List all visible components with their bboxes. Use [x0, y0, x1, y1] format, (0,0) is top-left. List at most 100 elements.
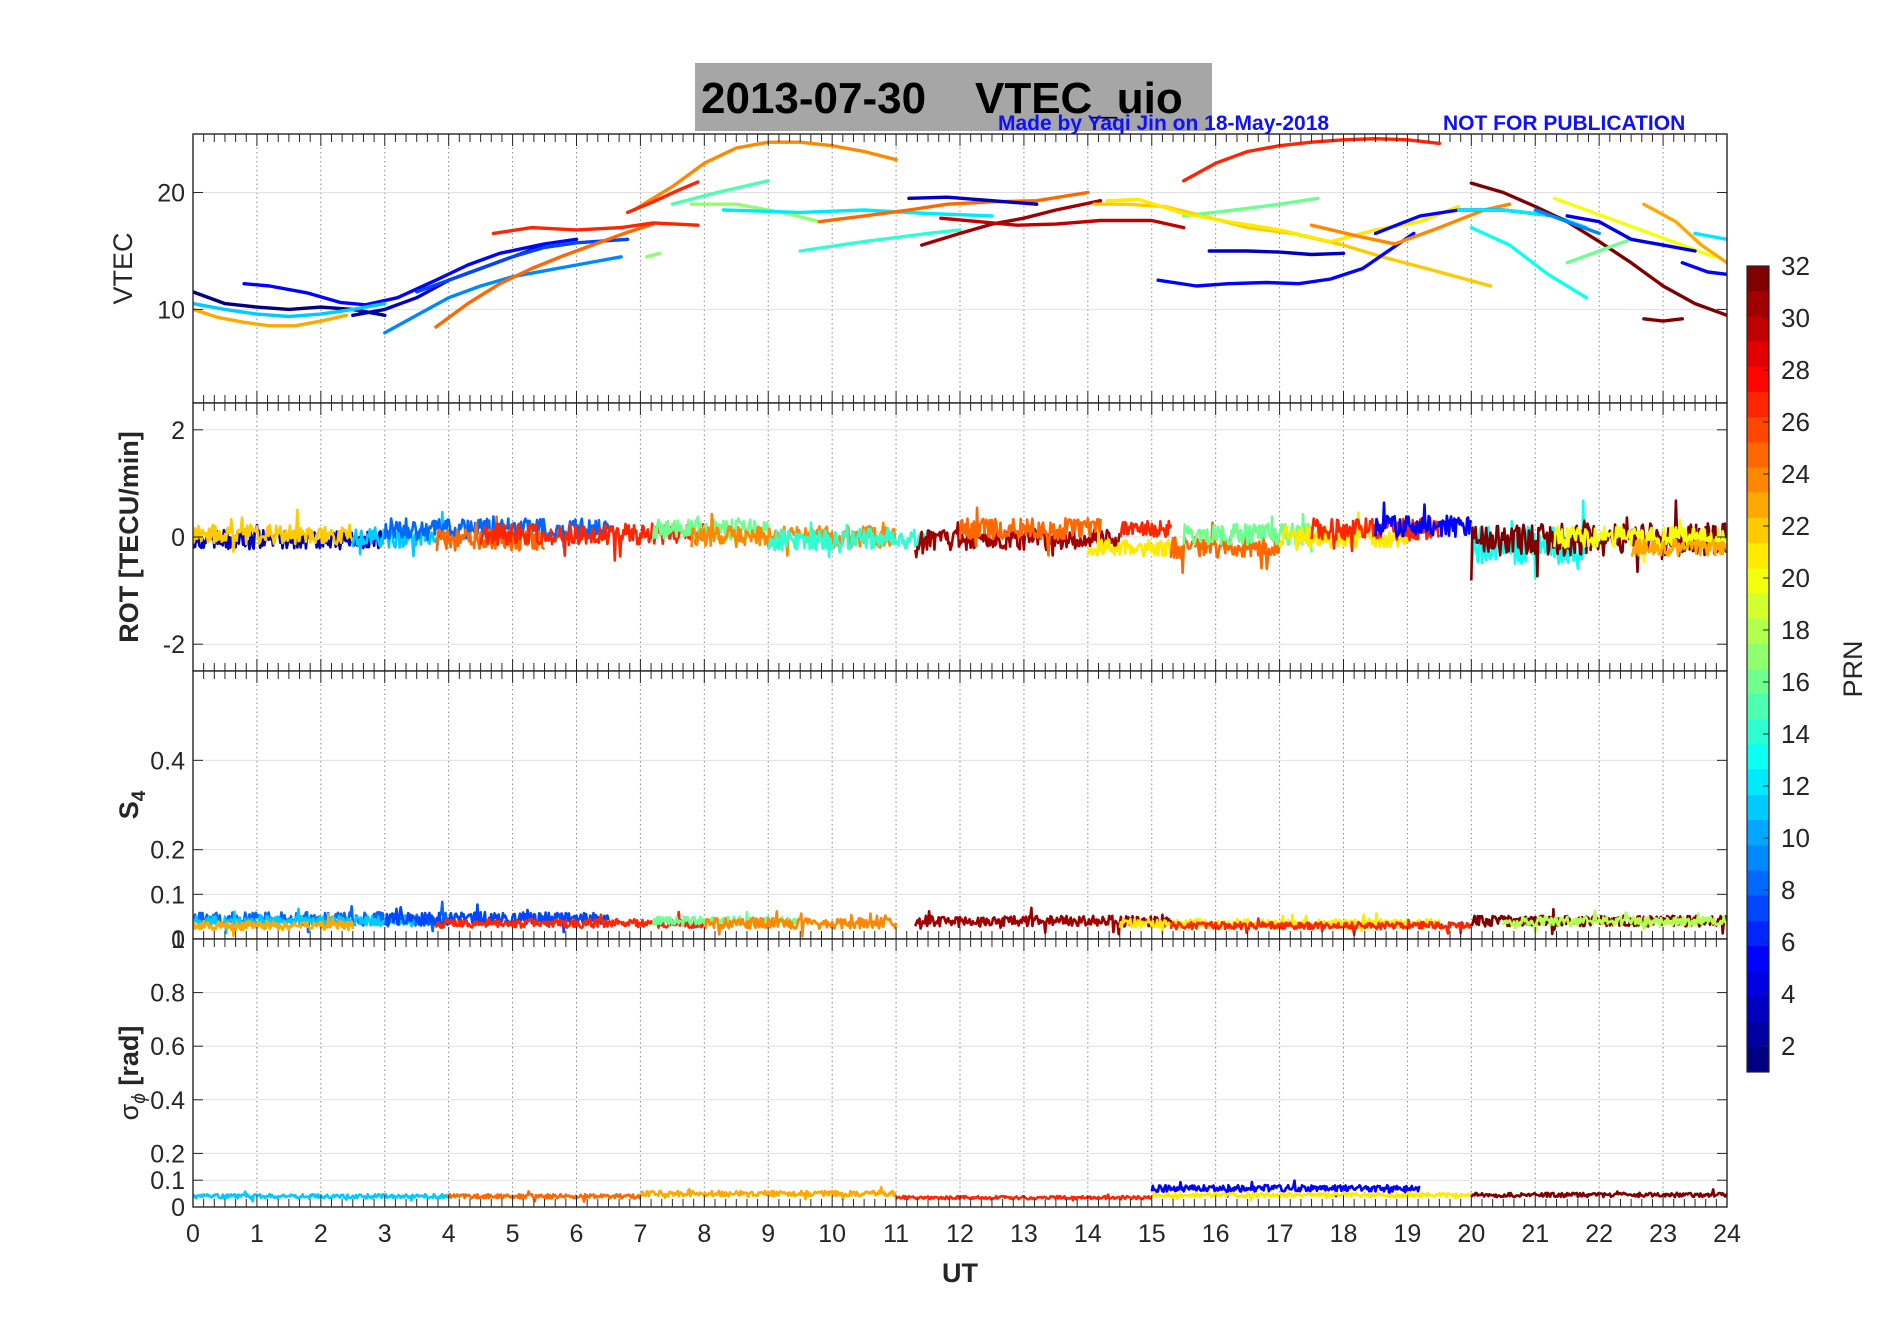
x-tick-label: 13 [1010, 1220, 1038, 1248]
sigma_phi-trace-prn-32 [1470, 1188, 1727, 1199]
vtec-series-prn-17 [689, 202, 822, 224]
vtec-series-prn-27 [625, 180, 700, 215]
x-tick-label: 1 [250, 1220, 264, 1248]
s4-trace-prn-24 [704, 909, 898, 938]
rot-trace-prn-25 [1169, 521, 1281, 575]
vtec-series-prn-7 [415, 237, 630, 294]
x-tick-label: 10 [818, 1220, 846, 1248]
colorbar: 32 30 28 26 24 22 20 18 16 14 12 10 8 6 4 2 PRN [1746, 251, 1868, 1073]
plot-area [193, 671, 1727, 939]
y-tick-label: 0.1 [150, 1167, 185, 1195]
y-axis-label: S4 [114, 790, 150, 819]
y-tick-label: 0 [171, 524, 185, 552]
chart-title: 2013-07-30 VTEC_uio [701, 74, 1183, 124]
plot-area [193, 134, 1727, 403]
vtec-series-prn-21 [1105, 197, 1461, 244]
panel-S4: 0.4 0.2 0.1 0 S4 [114, 670, 1728, 954]
x-tick-label: 4 [442, 1220, 456, 1248]
sigma_phi-trace-prn-25 [447, 1190, 642, 1203]
x-tick-label: 14 [1074, 1220, 1102, 1248]
y-tick-label: 0.8 [150, 980, 185, 1008]
y-tick-label: 0.4 [150, 1087, 185, 1115]
rot-trace-prn-27 [1119, 519, 1173, 539]
colorbar-tick-label: 24 [1781, 459, 1810, 489]
y-tick-label: 0.2 [150, 1140, 185, 1168]
vtec-series-prn-27 [491, 221, 700, 236]
rot-trace-prn-21 [1278, 511, 1409, 551]
x-tick-label: 17 [1266, 1220, 1294, 1248]
y-tick-label: 2 [171, 417, 185, 445]
s4-trace-prn-23 [193, 912, 355, 938]
y-tick-label: 0.2 [150, 837, 185, 865]
rot-trace-prn-31 [914, 521, 1122, 559]
vtec-series-prn-5 [242, 237, 579, 307]
x-tick-label: 3 [378, 1220, 392, 1248]
x-tick-label: 12 [946, 1220, 974, 1248]
publication-notice: NOT FOR PUBLICATION [1443, 112, 1686, 135]
x-axis-label: UT [942, 1258, 978, 1288]
vtec-series-prn-9 [1533, 208, 1601, 236]
vtec-series-prn-3 [907, 195, 1039, 206]
x-tick-label: 9 [761, 1220, 775, 1248]
colorbar-tick-label: 20 [1781, 563, 1810, 593]
rot-trace-prn-5 [1374, 501, 1473, 539]
series-group [193, 136, 1727, 335]
colorbar-tick-label: 4 [1781, 979, 1795, 1009]
s4-trace-prn-27 [1169, 917, 1473, 937]
y-tick-label: 0 [171, 926, 185, 954]
series-group [193, 900, 1727, 938]
colorbar-tick-label: 8 [1781, 875, 1795, 905]
y-axis-label: VTEC [108, 232, 138, 304]
rot-trace-prn-22 [193, 508, 355, 554]
y-tick-label: -2 [163, 631, 185, 659]
rot-trace-prn-25 [958, 506, 1102, 557]
vtec-series-prn-31 [920, 198, 1103, 247]
vtec-series-prn-14 [798, 228, 962, 253]
y-axis-label: ROT [TECU/min] [114, 431, 144, 642]
colorbar-tick-label: 12 [1781, 771, 1810, 801]
colorbar-tick-label: 26 [1781, 407, 1810, 437]
vtec-series-prn-23 [193, 307, 349, 328]
y-tick-label: 0.6 [150, 1033, 185, 1061]
x-tick-label: 11 [883, 1220, 909, 1248]
rot-trace-prn-14 [767, 521, 930, 559]
sigma_phi-trace-prn-5 [1150, 1179, 1421, 1198]
colorbar-tick-label: 6 [1781, 927, 1795, 957]
y-tick-label: 20 [157, 179, 185, 207]
x-tick-label: 2 [314, 1220, 328, 1248]
vtec-series-prn-3 [1207, 249, 1346, 257]
colorbar-tick-label: 28 [1781, 355, 1810, 385]
vtec-series-prn-16 [1181, 196, 1320, 218]
vtec-series-prn-25 [817, 190, 1090, 224]
vtec-series-prn-20 [1552, 196, 1716, 259]
x-tick-label: 24 [1713, 1220, 1741, 1248]
y-axis-label: σϕ [rad] [114, 1026, 150, 1121]
vtec-series-prn-16 [1565, 237, 1633, 265]
vtec-series-prn-5 [1156, 231, 1416, 288]
vtec-series-prn-23 [1642, 202, 1727, 265]
title-date: 2013-07-30 [701, 74, 927, 123]
x-tick-label: 6 [570, 1220, 584, 1248]
x-tick-label: 5 [506, 1220, 520, 1248]
rot-trace-prn-21 [1086, 532, 1185, 558]
s4-trace-prn-31 [914, 906, 1173, 936]
rot-trace-prn-25 [435, 515, 546, 552]
vtec-series-prn-17 [645, 251, 662, 259]
title-label: VTEC_uio [974, 74, 1183, 123]
x-tick-label: 18 [1330, 1220, 1358, 1248]
colorbar-tick-label: 32 [1781, 251, 1810, 281]
x-tick-label: 19 [1394, 1220, 1422, 1248]
colorbar-tick-label: 10 [1781, 823, 1810, 853]
vtec-series-prn-13 [1469, 225, 1589, 300]
vtec-series-prn-30 [939, 216, 1186, 230]
sigma_phi-trace-prn-21 [1151, 1191, 1473, 1202]
vtec-series-prn-4 [1565, 214, 1697, 253]
colorbar-tick-label: 22 [1781, 511, 1810, 541]
y-tick-label: 1 [171, 926, 185, 954]
y-tick-label: 0.1 [150, 881, 185, 909]
vtec-series-prn-25 [434, 222, 655, 329]
vtec-series-prn-9 [383, 255, 623, 335]
s4-trace-prn-18 [1502, 909, 1727, 934]
